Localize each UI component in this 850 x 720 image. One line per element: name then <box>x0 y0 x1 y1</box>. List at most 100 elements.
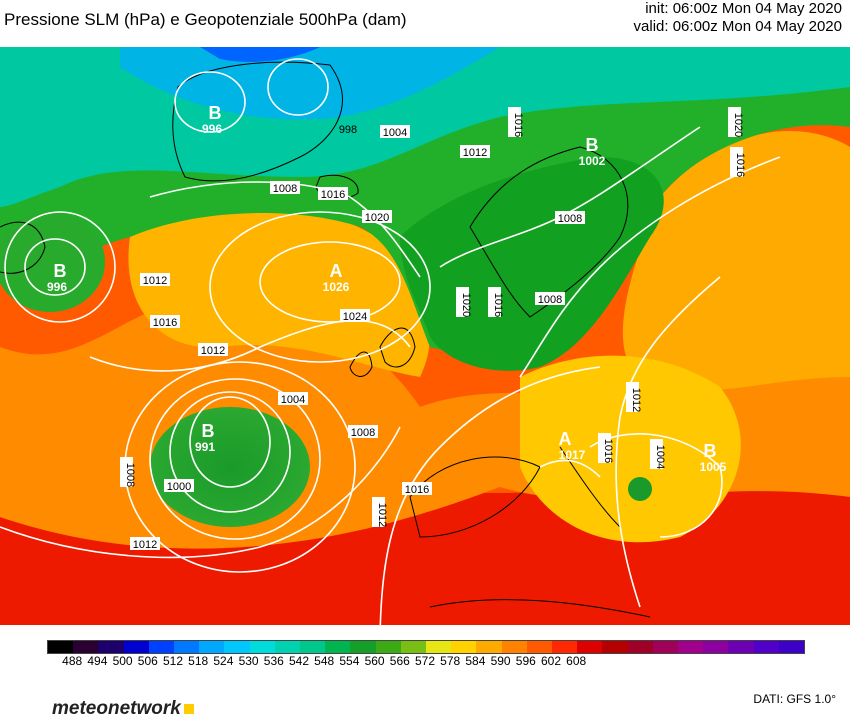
field-yellow-high <box>128 208 430 377</box>
legend-tick-label: 518 <box>188 654 209 668</box>
legend-tick-label: 572 <box>414 654 436 668</box>
legend-swatch <box>451 641 477 653</box>
isobar-label: 1012 <box>460 145 490 159</box>
legend-tick-label: 608 <box>566 654 587 668</box>
isobar-label: 1024 <box>340 309 370 323</box>
isobar-label: 1012 <box>372 497 388 527</box>
legend-swatch <box>652 641 679 653</box>
isobar-label: 1012 <box>626 382 642 412</box>
legend-swatch <box>325 641 351 653</box>
isobar-label: 1016 <box>318 187 348 201</box>
svg-text:1026: 1026 <box>323 280 350 294</box>
isobar-label: 1004 <box>278 392 308 406</box>
color-scale-ticks: 488 494 500 506 512 518 524 530 536 542 548 554 560 5… <box>47 654 803 670</box>
svg-text:1020: 1020 <box>365 212 389 224</box>
legend-tick-label: 554 <box>339 654 360 668</box>
legend-swatch <box>400 641 427 653</box>
legend-tick-label: 566 <box>389 654 410 668</box>
legend-swatch <box>224 641 250 653</box>
svg-text:1000: 1000 <box>167 481 191 493</box>
legend-swatch <box>753 641 779 653</box>
map-title: Pressione SLM (hPa) e Geopotenziale 500h… <box>4 10 407 29</box>
svg-text:1004: 1004 <box>383 127 407 139</box>
legend-tick-label: 602 <box>540 654 562 668</box>
svg-text:1012: 1012 <box>143 275 167 287</box>
isobar-label: 1012 <box>140 273 170 287</box>
isobar-label: 1016 <box>402 482 432 496</box>
legend-swatch <box>526 641 553 653</box>
svg-text:1005: 1005 <box>700 460 727 474</box>
svg-text:1016: 1016 <box>512 113 524 137</box>
svg-text:1008: 1008 <box>558 213 582 225</box>
isobar-label: 1016 <box>598 433 614 463</box>
legend-swatch <box>476 641 502 653</box>
legend-swatch <box>728 641 754 653</box>
svg-text:B: B <box>586 135 599 155</box>
legend-swatch <box>375 641 401 653</box>
isobar-label: 1016 <box>150 315 180 329</box>
svg-text:1016: 1016 <box>321 189 345 201</box>
legend-tick-label: 542 <box>288 654 310 668</box>
legend-tick-label: 530 <box>238 654 259 668</box>
legend-swatch <box>627 641 653 653</box>
legend-tick-label: 524 <box>213 654 234 668</box>
isobar-label: 1008 <box>348 425 378 439</box>
data-source: DATI: GFS 1.0° <box>753 692 836 706</box>
isobar-label: 1016 <box>508 107 524 137</box>
legend-tick-label: 596 <box>515 654 536 668</box>
svg-text:1008: 1008 <box>124 463 136 487</box>
legend-tick-label: 548 <box>314 654 335 668</box>
legend-tick-label: 590 <box>490 654 511 668</box>
svg-text:996: 996 <box>202 122 222 136</box>
svg-text:A: A <box>330 261 343 281</box>
svg-text:B: B <box>209 103 222 123</box>
init-time: init: 06:00z Mon 04 May 2020 <box>645 0 842 17</box>
legend-tick-label: 512 <box>162 654 184 668</box>
run-info: init: 06:00z Mon 04 May 2020 valid: 06:0… <box>634 0 842 36</box>
coastlines <box>0 61 651 618</box>
isobar-label: 1012 <box>198 343 228 357</box>
legend-swatch <box>174 641 200 653</box>
field-blue <box>200 47 320 62</box>
legend-swatch <box>602 641 628 653</box>
svg-text:1020: 1020 <box>732 113 744 137</box>
legend-tick-label: 488 <box>62 654 83 668</box>
brand-logo: meteonetwork <box>52 698 194 720</box>
isobar-label: 1008 <box>555 211 585 225</box>
svg-text:B: B <box>202 421 215 441</box>
svg-text:998: 998 <box>339 124 357 136</box>
field-scandinavia-trough <box>400 157 664 371</box>
legend-tick-label: 578 <box>440 654 461 668</box>
legend-swatch <box>552 641 578 653</box>
legend-swatch <box>703 641 729 653</box>
isobar-label: 998 <box>339 124 357 136</box>
legend-swatch <box>274 641 301 653</box>
svg-text:1012: 1012 <box>201 345 225 357</box>
svg-text:1017: 1017 <box>559 448 586 462</box>
svg-text:1012: 1012 <box>133 539 157 551</box>
legend-tick-label: 506 <box>137 654 158 668</box>
svg-text:996: 996 <box>47 280 67 294</box>
isobar-label: 1004 <box>380 125 410 139</box>
color-scale-bar <box>47 640 805 654</box>
legend-tick-label: 560 <box>364 654 385 668</box>
isobar-label: 1008 <box>270 181 300 195</box>
field-cyan <box>120 47 500 120</box>
svg-text:1012: 1012 <box>376 503 388 527</box>
svg-text:1016: 1016 <box>602 439 614 463</box>
svg-text:B: B <box>704 441 717 461</box>
isobar-label: 1004 <box>650 439 666 469</box>
isobar-labels: 1008 1012 1004 1012 1020 1016 1008 1016 … <box>120 107 746 551</box>
svg-text:1004: 1004 <box>654 445 666 469</box>
isobar-label: 1016 <box>488 287 504 317</box>
svg-text:1008: 1008 <box>351 427 375 439</box>
svg-text:1012: 1012 <box>463 147 487 159</box>
isobar-label: 1016 <box>730 147 746 177</box>
svg-text:B: B <box>54 261 67 281</box>
